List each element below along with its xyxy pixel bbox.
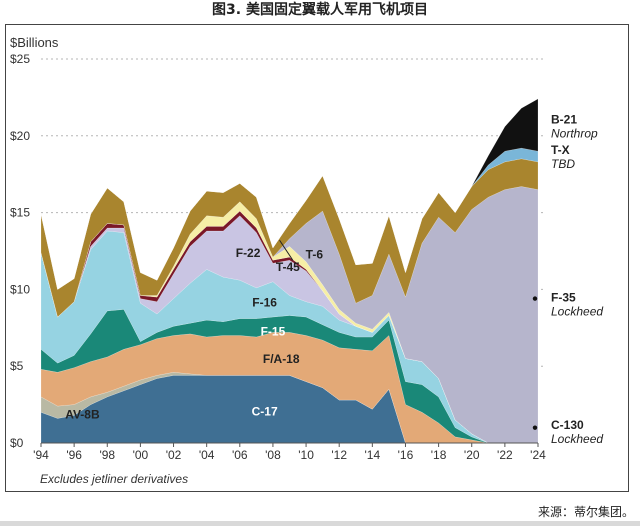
chart-panel: $0 $5 $10 $15 $20 $25 $Billions '94 '96 '98 '00 '02… bbox=[5, 24, 629, 492]
x-tick-label: '08 bbox=[265, 448, 281, 462]
area-t-x bbox=[40, 147, 539, 290]
series-labels: C-17 AV-8B F/A-18 F-15 F-16 F-22 T-45 T-6 B-21No… bbox=[65, 113, 603, 447]
x-tick-label: '96 bbox=[66, 448, 82, 462]
area-b-21 bbox=[40, 98, 539, 290]
right-contractor-t-x: TBD bbox=[551, 157, 575, 171]
x-tick-label: '16 bbox=[398, 448, 414, 462]
y-tick-label: $5 bbox=[10, 359, 24, 373]
label-av-8b: AV-8B bbox=[65, 407, 100, 421]
x-tick-label: '14 bbox=[365, 448, 381, 462]
label-t-6: T-6 bbox=[306, 248, 324, 262]
right-label-t-x: T-X bbox=[551, 143, 570, 157]
y-tick-label: $25 bbox=[10, 52, 30, 66]
label-f-22: F-22 bbox=[236, 246, 261, 260]
right-label-b-21: B-21 bbox=[551, 113, 577, 127]
label-c-17: C-17 bbox=[252, 404, 278, 418]
x-tick-label: '24 bbox=[530, 448, 546, 462]
marker-t-x bbox=[532, 142, 538, 148]
label-t-45: T-45 bbox=[276, 260, 300, 274]
x-tick-label: '94 bbox=[33, 448, 49, 462]
y-tick-label: $20 bbox=[10, 129, 30, 143]
x-tick-label: '18 bbox=[431, 448, 447, 462]
area-c-130 bbox=[40, 158, 539, 318]
right-label-c-130: C-130 bbox=[551, 418, 584, 432]
area-chart: $0 $5 $10 $15 $20 $25 $Billions '94 '96 '98 '00 '02… bbox=[10, 35, 603, 486]
x-tick-label: '02 bbox=[166, 448, 182, 462]
y-tick-label: $10 bbox=[10, 282, 30, 296]
y-axis-label: $Billions bbox=[10, 35, 59, 50]
right-contractor-b-21: Northrop bbox=[551, 127, 598, 141]
footnote: Excludes jetliner derivatives bbox=[40, 472, 188, 486]
x-tick-label: '20 bbox=[464, 448, 480, 462]
marker-c-130 bbox=[532, 425, 538, 430]
x-tick-label: '22 bbox=[497, 448, 513, 462]
figure-title: 图3. 美国固定翼载人军用飞机项目 bbox=[212, 2, 428, 18]
y-tick-label: $15 bbox=[10, 206, 30, 220]
x-tick-label: '00 bbox=[133, 448, 149, 462]
label-pointer-t-45 bbox=[279, 239, 294, 261]
marker-f-35 bbox=[532, 296, 538, 301]
right-label-f-35: F-35 bbox=[551, 291, 576, 305]
right-contractor-f-35: Lockheed bbox=[551, 305, 603, 319]
x-tick-label: '04 bbox=[199, 448, 215, 462]
label-f-a-18: F/A-18 bbox=[263, 352, 300, 366]
right-contractor-c-130: Lockheed bbox=[551, 432, 603, 446]
label-f-16: F-16 bbox=[252, 295, 277, 309]
x-tick-label: '10 bbox=[298, 448, 314, 462]
marker-b-21 bbox=[532, 113, 538, 119]
x-tick-label: '06 bbox=[232, 448, 248, 462]
y-tick-label: $0 bbox=[10, 436, 24, 450]
label-f-15: F-15 bbox=[261, 324, 286, 338]
stacked-areas bbox=[40, 98, 539, 444]
x-tick-label: '12 bbox=[331, 448, 347, 462]
axes: $0 $5 $10 $15 $20 $25 $Billions '94 '96 '98 '00 '02… bbox=[10, 35, 546, 486]
x-tick-label: '98 bbox=[99, 448, 115, 462]
source-note: 来源：蒂尔集团。 bbox=[537, 505, 634, 519]
bottom-strip bbox=[0, 521, 640, 526]
